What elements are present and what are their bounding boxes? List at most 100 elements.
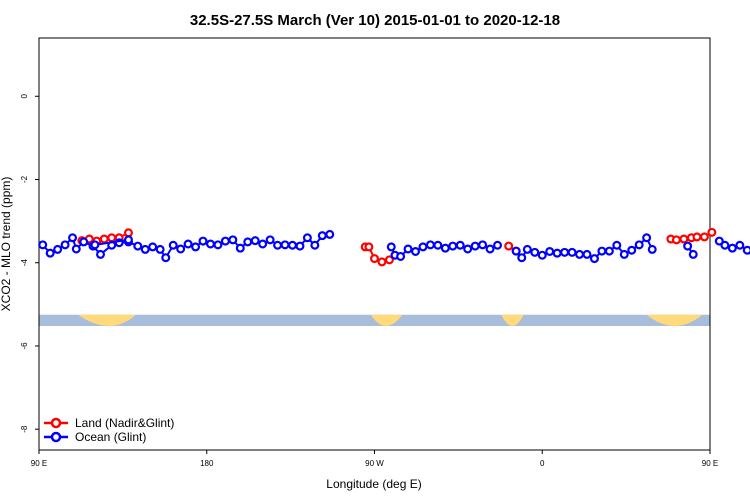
ocean-point (295, 241, 305, 251)
legend-ocean-label: Ocean (Glint) (75, 430, 146, 444)
ocean-point (448, 241, 458, 251)
land-point (699, 232, 709, 242)
ocean-point (168, 240, 178, 250)
ocean-point (273, 240, 283, 250)
ocean-point (575, 249, 585, 259)
ocean-point (742, 245, 750, 255)
y-tick-label: -8 (20, 425, 29, 433)
ocean-point (235, 243, 245, 253)
ocean-point (183, 239, 193, 249)
land-point (679, 234, 689, 244)
ocean-point (425, 240, 435, 250)
land-point (671, 235, 681, 245)
ocean-point (96, 249, 106, 259)
ocean-point (560, 247, 570, 257)
land-point (504, 241, 514, 251)
ocean-point (647, 244, 657, 254)
ocean-point (552, 248, 562, 258)
ocean-point (243, 237, 253, 247)
ocean-point (493, 240, 503, 250)
y-tick-label: -4 (20, 259, 29, 267)
ocean-point (302, 233, 312, 243)
ocean-point (597, 246, 607, 256)
axis-ticks: 90 E 180 90 W 0 90 E 0 -2 -4 -6 -8 (20, 93, 718, 468)
ocean-point (258, 239, 268, 249)
ocean-point (198, 236, 208, 246)
ocean-point (386, 242, 396, 252)
chart-title: 32.5S-27.5S March (Ver 10) 2015-01-01 to… (190, 12, 560, 29)
ocean-point (455, 240, 465, 250)
land-band-1 (78, 314, 136, 326)
land-point (377, 257, 387, 267)
x-tick-label: 0 (540, 459, 545, 468)
ocean-point (325, 229, 335, 239)
ocean-point (511, 246, 521, 256)
ocean-point (589, 254, 599, 264)
ocean-point (317, 231, 327, 241)
ocean-point (176, 244, 186, 254)
legend-ocean-marker (50, 431, 62, 443)
ocean-point (627, 245, 637, 255)
ocean-point (90, 240, 100, 250)
x-tick-label: 90 E (31, 459, 47, 468)
ocean-point (530, 247, 540, 257)
ocean-point (140, 244, 150, 254)
ocean-point (463, 244, 473, 254)
ocean-point (485, 244, 495, 254)
surface-band (39, 314, 710, 326)
ocean-point (403, 244, 413, 254)
ocean-point (604, 246, 614, 256)
ocean-point (310, 240, 320, 250)
ocean-point (612, 240, 622, 250)
x-axis-label: Longitude (deg E) (326, 477, 421, 491)
ocean-point (478, 240, 488, 250)
ocean-point (470, 241, 480, 251)
ocean-point (418, 242, 428, 252)
ocean-point (133, 241, 143, 251)
ocean-point (79, 237, 89, 247)
land-point (123, 228, 133, 238)
ocean-point (440, 243, 450, 253)
land-point (692, 232, 702, 242)
ocean-point (545, 246, 555, 256)
ocean-point (191, 242, 201, 252)
y-tick-label: -6 (20, 342, 29, 350)
ocean-point (537, 250, 547, 260)
ocean-point (155, 244, 165, 254)
ocean-point (123, 235, 133, 245)
ocean-point (411, 246, 421, 256)
ocean-point (396, 251, 406, 261)
ocean-point (619, 249, 629, 259)
ocean-point (582, 249, 592, 259)
y-tick-label: 0 (20, 93, 29, 98)
x-tick-label: 90 E (702, 459, 718, 468)
ocean-point (735, 240, 745, 250)
ocean-point (683, 241, 693, 251)
land-point (370, 254, 380, 264)
ocean-point (60, 240, 70, 250)
ocean-point (148, 242, 158, 252)
y-tick-label: -2 (20, 175, 29, 183)
ocean-point (688, 249, 698, 259)
ocean-point (220, 236, 230, 246)
ocean-point (71, 244, 81, 254)
ocean-point (265, 235, 275, 245)
land-point (107, 233, 117, 243)
ocean-point (68, 233, 78, 243)
ocean-point (213, 240, 223, 250)
ocean-point (727, 243, 737, 253)
land-point (99, 234, 109, 244)
series-layer (38, 227, 750, 267)
land-band-3 (501, 314, 524, 326)
ocean-point (433, 240, 443, 250)
legend-land-marker (50, 417, 62, 429)
legend-land-label: Land (Nadir&Glint) (75, 416, 174, 430)
ocean-point (634, 240, 644, 250)
ocean-point (280, 240, 290, 250)
land-point (707, 227, 717, 237)
ocean-point (250, 236, 260, 246)
ocean-point (205, 239, 215, 249)
legend: Land (Nadir&Glint)Ocean (Glint) (44, 416, 174, 444)
land-point (364, 242, 374, 252)
